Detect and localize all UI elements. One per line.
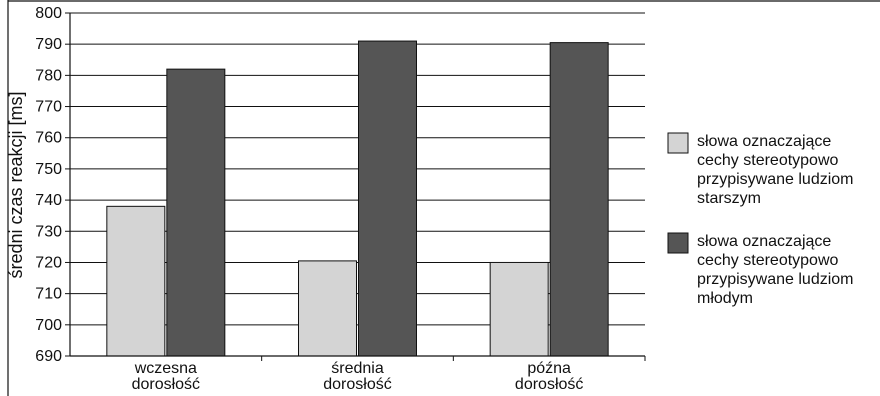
legend-swatch-1 [667,132,689,154]
bars [106,40,609,357]
legend-label-2: cechy stereotypowo [697,252,839,269]
bar-series1-2 [489,261,549,357]
y-axis-label: średni czas reakcji [ms] [6,91,26,278]
y-tick-label: 730 [35,223,62,240]
x-tick-label: dorosłość [515,376,583,393]
legend-label-2: słowa oznaczające [697,233,831,250]
bar-series2-0 [166,68,226,357]
y-tick-label: 800 [35,5,62,22]
x-tick-label: późna [527,360,571,377]
x-tick-label: średnia [331,360,384,377]
x-tick-label: dorosłość [132,376,200,393]
bar-series2-1 [358,40,417,357]
y-tick-label: 790 [35,36,62,53]
x-tick-label: wczesna [134,360,197,377]
y-tick-label: 700 [35,317,62,334]
y-tick-label: 750 [35,161,62,178]
bar-series1-1 [298,260,357,357]
y-tick-label: 740 [35,192,62,209]
bar-series2-2 [549,42,609,357]
y-tick-label: 760 [35,130,62,147]
legend-label-1: cechy stereotypowo [697,152,839,169]
legend-swatch-2 [667,232,689,254]
y-tick-label: 710 [35,286,62,303]
legend-label-2: przypisywane ludziom [697,271,854,288]
y-axis: 690 700 710 720 730 740 750 760 770 780 790 800 [35,5,71,365]
legend: słowa oznaczające cechy stereotypowo przyp… [667,132,854,307]
bar-series1-0 [106,205,166,357]
x-tick-label: dorosłość [323,376,391,393]
x-axis: wczesnadorosłośćśredniadorosłośćpóźnador… [7,0,880,396]
gridlines [70,12,645,357]
legend-label-1: słowa oznaczające [697,133,831,150]
y-tick-label: 720 [35,254,62,271]
legend-label-1: przypisywane ludziom [697,171,854,188]
y-tick-label: 690 [35,348,62,365]
legend-label-2: młodym [697,290,753,307]
y-tick-label: 770 [35,99,62,116]
y-tick-label: 780 [35,67,62,84]
legend-label-1: starszym [697,190,761,207]
